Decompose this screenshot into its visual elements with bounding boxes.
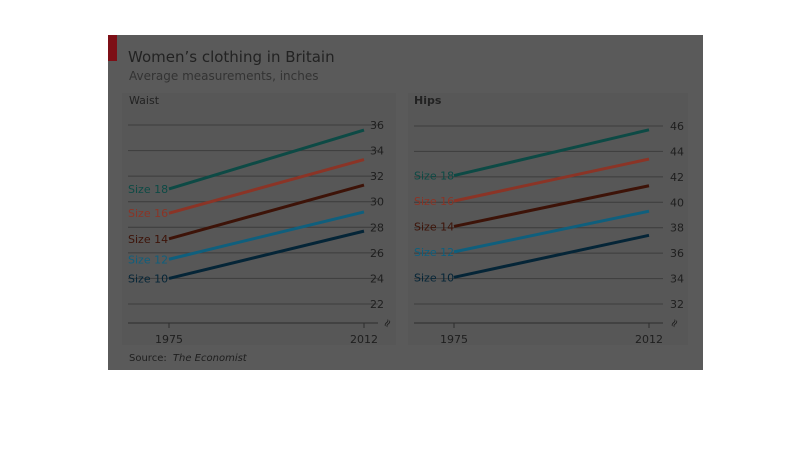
source-label: Source:	[129, 353, 167, 364]
chart-subtitle: Average measurements, inches	[129, 69, 318, 83]
waist-series-label-size-14: Size 14	[128, 233, 168, 246]
hips-y-tick-label: 42	[670, 171, 684, 184]
waist-y-tick-label: 22	[370, 298, 384, 311]
waist-series-label-size-12: Size 12	[128, 253, 168, 266]
accent-bar	[108, 35, 117, 61]
hips-panel-title: Hips	[414, 94, 442, 107]
hips-y-tick-label: 40	[670, 196, 684, 209]
hips-line-size-14	[453, 184, 650, 228]
hips-series-label-size-14: Size 14	[414, 220, 454, 233]
hips-y-tick-label: 44	[670, 145, 684, 158]
waist-series-label-size-10: Size 10	[128, 272, 168, 285]
hips-x-tick-label: 1975	[440, 333, 468, 346]
hips-y-tick-label: 38	[670, 222, 684, 235]
source-note: Source: The Economist	[129, 353, 248, 364]
waist-x-tick-label: 2012	[350, 333, 378, 346]
waist-y-tick-label: 36	[370, 119, 384, 132]
chart-figure: 22 24 26 28 30 32 34 36 ≈1975 2012 32 34 36 38 40 42 44 4…	[108, 35, 703, 370]
hips-line-size-18	[453, 128, 650, 178]
hips-x-tick-label: 2012	[635, 333, 663, 346]
waist-line-size-16	[168, 158, 365, 215]
hips-line-size-10	[453, 233, 650, 279]
hips-panel-background	[408, 93, 688, 345]
waist-series-label-size-18: Size 18	[128, 183, 168, 196]
hips-y-tick-label: 34	[670, 273, 684, 286]
hips-y-tick-label: 32	[670, 298, 684, 311]
hips-line-size-16	[453, 157, 650, 203]
source-name: The Economist	[173, 353, 248, 364]
waist-x-tick-label: 1975	[155, 333, 183, 346]
chart-title: Women’s clothing in Britain	[128, 48, 335, 66]
waist-series-label-size-16: Size 16	[128, 207, 168, 220]
hips-y-tick-label: 46	[670, 120, 684, 133]
waist-y-tick-label: 24	[370, 272, 384, 285]
hips-series-label-size-16: Size 16	[414, 195, 454, 208]
waist-y-tick-label: 32	[370, 170, 384, 183]
waist-panel-title: Waist	[129, 94, 160, 107]
hips-series-label-size-10: Size 10	[414, 271, 454, 284]
waist-line-size-10	[168, 229, 365, 280]
waist-line-size-12	[168, 210, 365, 261]
waist-y-tick-label: 28	[370, 221, 384, 234]
waist-line-size-14	[168, 183, 365, 241]
waist-y-tick-label: 34	[370, 145, 384, 158]
waist-line-size-18	[168, 128, 365, 191]
waist-y-tick-label: 26	[370, 247, 384, 260]
hips-series-label-size-18: Size 18	[414, 170, 454, 183]
hips-y-tick-label: 36	[670, 247, 684, 260]
hips-line-size-12	[453, 209, 650, 254]
waist-y-tick-label: 30	[370, 196, 384, 209]
hips-series-label-size-12: Size 12	[414, 246, 454, 259]
